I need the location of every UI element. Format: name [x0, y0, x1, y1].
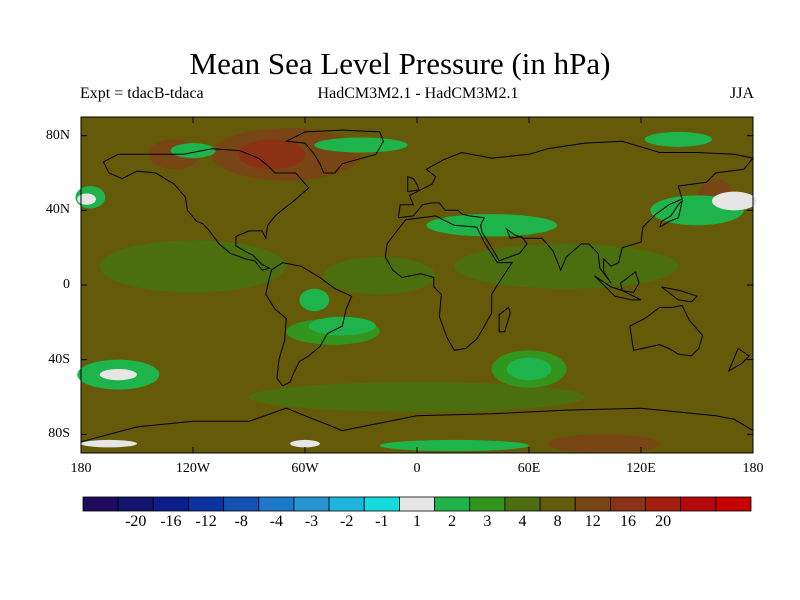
colorbar-label: 1: [413, 513, 421, 530]
colorbar-swatch: [715, 496, 752, 512]
plot-title: Mean Sea Level Pressure (in hPa): [189, 46, 611, 81]
lon-tick-label: 0: [413, 461, 421, 476]
colorbar-swatch: [539, 496, 576, 512]
colorbar-label: -12: [195, 513, 217, 530]
low-brazil: [299, 288, 330, 312]
australia-outline: [629, 304, 704, 357]
lon-tick-label: 60W: [291, 461, 319, 476]
colorbar-swatch: [680, 496, 717, 512]
colorbar-label: 4: [518, 513, 527, 530]
axis-ticks: [80, 117, 754, 453]
colorbar-label: 20: [655, 513, 672, 530]
indonesia-outline: [593, 275, 642, 301]
madagascar-outline: [498, 306, 511, 333]
lon-tick-label: 180: [70, 461, 92, 476]
japan-outline: [659, 199, 683, 228]
white-south-pacific: [99, 369, 137, 381]
olive-east-pacific: [99, 240, 287, 293]
olive-atlantic: [323, 257, 436, 295]
high-core-canada: [237, 139, 305, 170]
low-antarctic-coast: [379, 439, 529, 452]
south-america-outline: [265, 262, 353, 387]
colorbar-swatch: [609, 496, 646, 512]
new-guinea-outline: [661, 286, 698, 303]
eurasia-outline: [397, 140, 754, 284]
colorbar-swatch: [434, 496, 471, 512]
model-label: HadCM3M2.1 - HadCM3M2.1: [317, 85, 519, 102]
colorbar-swatch: [328, 496, 365, 512]
lon-tick-label: 120W: [175, 461, 211, 476]
colorbar-label: 3: [483, 513, 492, 530]
low-greenland-sea: [314, 137, 408, 153]
colorbar-swatch: [469, 496, 506, 512]
colorbar: [82, 496, 752, 512]
north-america-outline: [102, 148, 310, 271]
white-weddell: [290, 439, 320, 448]
lat-tick-label: 80N: [45, 127, 70, 143]
low-beaufort: [170, 143, 216, 159]
lat-tick-label: 40N: [45, 202, 70, 218]
season-label: JJA: [729, 85, 754, 102]
low-arctic-east: [644, 131, 712, 147]
olive-southern-ocean: [249, 382, 585, 412]
colorbar-swatch: [188, 496, 225, 512]
greenland-outline: [284, 129, 384, 174]
olive-indian-ocean: [454, 243, 679, 289]
lat-tick-label: 40S: [48, 351, 70, 367]
map-frame: [80, 116, 754, 454]
colorbar-label: -16: [160, 513, 182, 530]
pressure-field: [75, 117, 757, 453]
colorbar-label: -4: [269, 513, 284, 530]
new-zealand-outline: [727, 348, 751, 373]
colorbar-swatch: [293, 496, 330, 512]
lat-tick-label: 80S: [48, 426, 70, 442]
low-south-indian: [506, 357, 552, 381]
colorbar-swatch: [117, 496, 154, 512]
lat-tick-label: 0: [63, 277, 70, 292]
colorbar-label: -8: [234, 513, 248, 530]
white-nw-pacific: [711, 191, 757, 211]
antarctica-outline: [80, 407, 754, 443]
colorbar-label: -20: [125, 513, 147, 530]
white-ross: [81, 439, 137, 448]
colorbar-label: 2: [448, 513, 457, 530]
colorbar-swatch: [82, 496, 119, 512]
colorbar-swatch: [504, 496, 541, 512]
colorbar-label: -2: [340, 513, 354, 530]
lon-tick-label: 180: [742, 461, 764, 476]
colorbar-swatch: [152, 496, 189, 512]
high-antarctica: [547, 434, 660, 453]
low-middle-east: [426, 214, 557, 237]
white-north-pacific: [77, 193, 96, 205]
lon-tick-label: 120E: [626, 461, 656, 476]
british-isles-outline: [407, 176, 420, 193]
colorbar-swatch: [258, 496, 295, 512]
borneo-outline: [620, 271, 640, 294]
colorbar-label: 8: [553, 513, 562, 530]
colorbar-label: 12: [584, 513, 601, 530]
coastlines: [80, 129, 754, 443]
colorbar-swatch: [363, 496, 400, 512]
colorbar-label: -1: [375, 513, 389, 530]
colorbar-swatch: [399, 496, 435, 512]
colorbar-label: 16: [619, 513, 636, 530]
colorbar-swatch: [223, 496, 260, 512]
colorbar-swatch: [645, 496, 682, 512]
colorbar-swatch: [574, 496, 611, 512]
experiment-label: Expt = tdacB-tdaca: [80, 85, 204, 102]
africa-outline: [384, 215, 514, 351]
lon-tick-label: 60E: [517, 461, 541, 476]
colorbar-label: -3: [304, 513, 319, 530]
